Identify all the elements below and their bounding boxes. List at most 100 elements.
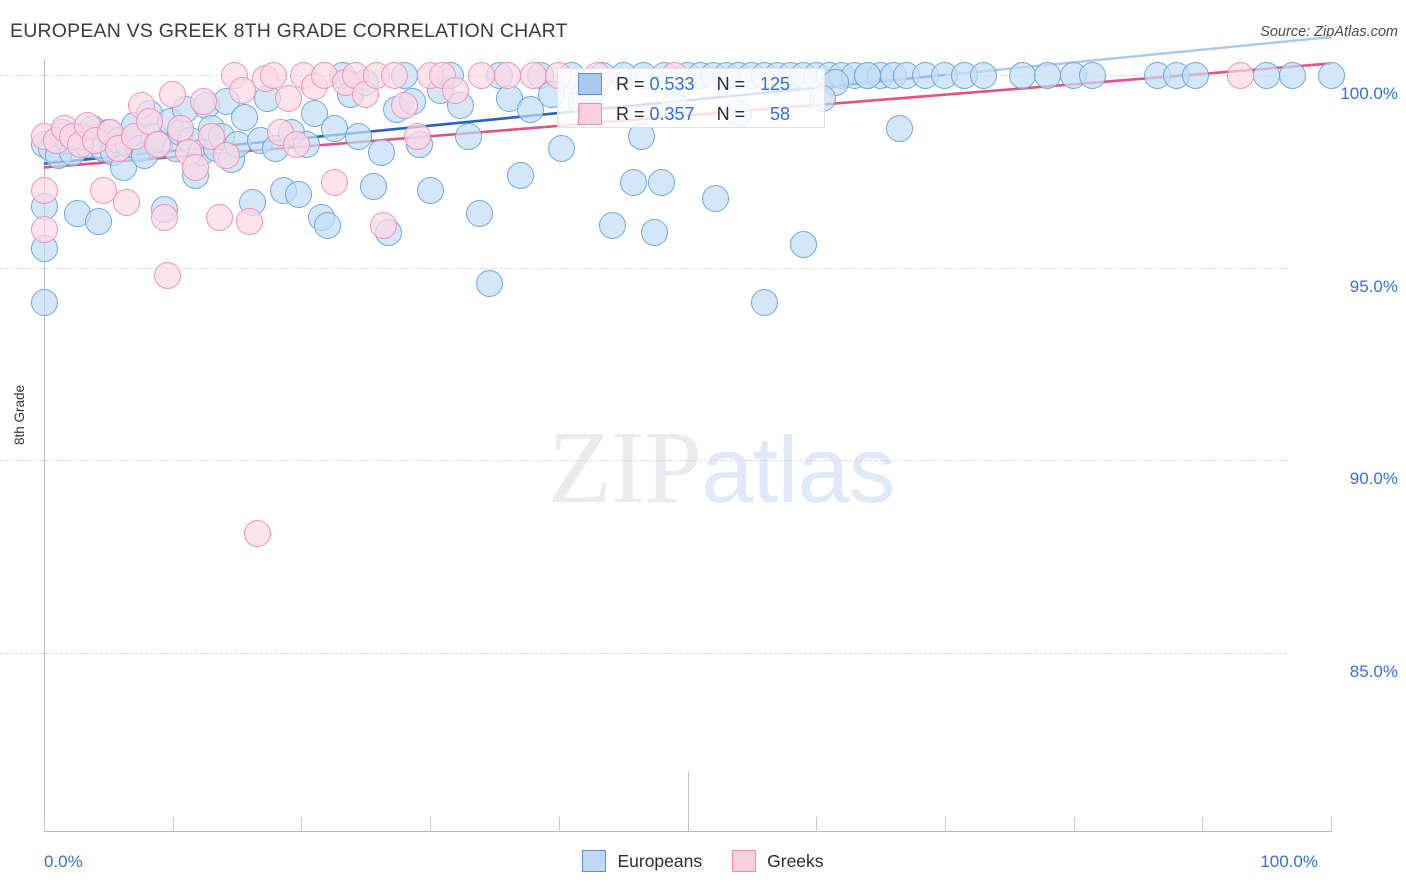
scatter-point-gr[interactable] [390, 92, 418, 120]
scatter-point-eu[interactable] [321, 115, 349, 143]
scatter-point-gr[interactable] [468, 61, 496, 89]
scatter-point-gr[interactable] [30, 215, 58, 243]
x-axis-tick-80 [1073, 817, 1075, 832]
scatter-point-gr[interactable] [519, 61, 547, 89]
scatter-point-eu[interactable] [648, 169, 676, 197]
scatter-point-eu[interactable] [416, 177, 444, 205]
scatter-point-gr[interactable] [228, 76, 256, 104]
source-attribution: Source: ZipAtlas.com [1260, 24, 1398, 40]
gridline-85 [0, 653, 1287, 654]
x-axis-tick-0 [44, 817, 45, 832]
scatter-point-eu[interactable] [599, 211, 627, 239]
scatter-point-eu[interactable] [506, 161, 534, 189]
scatter-point-eu[interactable] [1317, 61, 1345, 89]
x-axis-tick-20 [301, 817, 303, 832]
scatter-point-eu[interactable] [313, 211, 341, 239]
stat-swatch-europeans [578, 73, 602, 95]
n-value-greeks: 58 [770, 103, 791, 124]
scatter-point-eu[interactable] [359, 173, 387, 201]
scatter-point-eu[interactable] [455, 123, 483, 151]
scatter-point-eu[interactable] [1278, 61, 1306, 89]
scatter-point-eu[interactable] [475, 269, 503, 297]
scatter-point-eu[interactable] [547, 134, 575, 162]
scatter-point-gr[interactable] [182, 153, 210, 181]
scatter-point-gr[interactable] [259, 61, 287, 89]
scatter-point-eu[interactable] [1034, 61, 1062, 89]
scatter-point-gr[interactable] [205, 204, 233, 232]
y-axis-label-1: 95.0% [1349, 276, 1398, 296]
scatter-point-eu[interactable] [84, 207, 112, 235]
stat-text-europeans: R = 0.533 N = 125 [616, 74, 790, 95]
stat-text-greeks: R = 0.357 N = 58 [616, 104, 790, 125]
scatter-point-gr[interactable] [403, 123, 431, 151]
scatter-point-gr[interactable] [380, 61, 408, 89]
scatter-point-gr[interactable] [213, 142, 241, 170]
scatter-point-eu[interactable] [285, 180, 313, 208]
page-title: EUROPEAN VS GREEK 8TH GRADE CORRELATION … [10, 20, 568, 42]
y-axis-label-3: 85.0% [1349, 662, 1398, 681]
stat-row-greeks: R = 0.357 N = 58 [558, 99, 826, 129]
stat-row-europeans: R = 0.533 N = 125 [558, 69, 826, 99]
legend-label-greeks: Greeks [767, 850, 824, 871]
legend-item-greeks[interactable]: Greeks [732, 850, 824, 872]
r-label-greeks: R = [616, 103, 650, 124]
scatter-point-eu[interactable] [789, 231, 817, 259]
x-axis-tick-70 [944, 817, 946, 832]
scatter-point-eu[interactable] [970, 61, 997, 89]
scatter-point-gr[interactable] [493, 61, 521, 89]
x-axis-tick-60 [816, 817, 818, 832]
scatter-point-gr[interactable] [30, 177, 58, 205]
scatter-point-eu[interactable] [30, 288, 58, 316]
scatter-point-gr[interactable] [442, 76, 470, 104]
gridline-90 [0, 460, 1287, 462]
x-axis-tick-50 [687, 772, 689, 832]
scatter-point-eu[interactable] [886, 115, 914, 143]
scatter-point-gr[interactable] [197, 123, 225, 151]
scatter-point-gr[interactable] [151, 204, 179, 232]
scatter-point-eu[interactable] [702, 184, 730, 212]
scatter-point-gr[interactable] [159, 80, 187, 108]
scatter-point-eu[interactable] [300, 100, 328, 128]
correlation-stats-box: R = 0.533 N = 125 R = 0.357 N = 58 [557, 68, 825, 128]
y-axis-label-0: 100.0% [1340, 84, 1398, 103]
scatter-point-gr[interactable] [154, 261, 182, 289]
scatter-point-eu[interactable] [367, 138, 395, 166]
x-axis-tick-100 [1331, 817, 1332, 832]
y-axis-line [44, 60, 45, 832]
scatter-point-gr[interactable] [236, 207, 264, 235]
r-value-greeks: 0.357 [649, 103, 695, 124]
scatter-point-gr[interactable] [112, 188, 140, 216]
scatter-point-gr[interactable] [136, 107, 164, 135]
legend-item-europeans[interactable]: Europeans [582, 850, 702, 872]
scatter-point-eu[interactable] [344, 123, 372, 151]
scatter-point-gr[interactable] [244, 520, 272, 548]
scatter-point-gr[interactable] [370, 211, 398, 239]
legend-swatch-greeks [732, 850, 757, 872]
scatter-point-eu[interactable] [751, 288, 779, 316]
scatter-point-eu[interactable] [1079, 61, 1107, 89]
scatter-point-eu[interactable] [1008, 61, 1036, 89]
scatter-point-gr[interactable] [190, 88, 218, 116]
x-axis-tick-10 [172, 817, 174, 832]
scatter-point-eu[interactable] [231, 103, 259, 131]
scatter-point-eu[interactable] [640, 219, 668, 247]
scatter-point-gr[interactable] [282, 130, 310, 158]
scatter-point-eu[interactable] [1182, 61, 1210, 89]
scatter-point-gr[interactable] [1227, 61, 1255, 89]
x-axis-tick-30 [430, 817, 432, 832]
scatter-point-eu[interactable] [619, 169, 647, 197]
x-axis-tick-40 [558, 817, 560, 832]
scatter-point-eu[interactable] [854, 61, 882, 89]
legend-swatch-europeans [582, 850, 607, 872]
y-axis-title: 8th Grade [12, 384, 27, 445]
stat-swatch-greeks [578, 103, 602, 125]
scatter-point-gr[interactable] [143, 130, 171, 158]
scatter-point-gr[interactable] [275, 84, 303, 112]
scatter-point-eu[interactable] [1253, 61, 1281, 89]
r-label-europeans: R = [616, 73, 650, 94]
scatter-point-eu[interactable] [465, 200, 493, 228]
scatter-point-gr[interactable] [321, 169, 349, 197]
scatter-point-gr[interactable] [89, 177, 117, 205]
